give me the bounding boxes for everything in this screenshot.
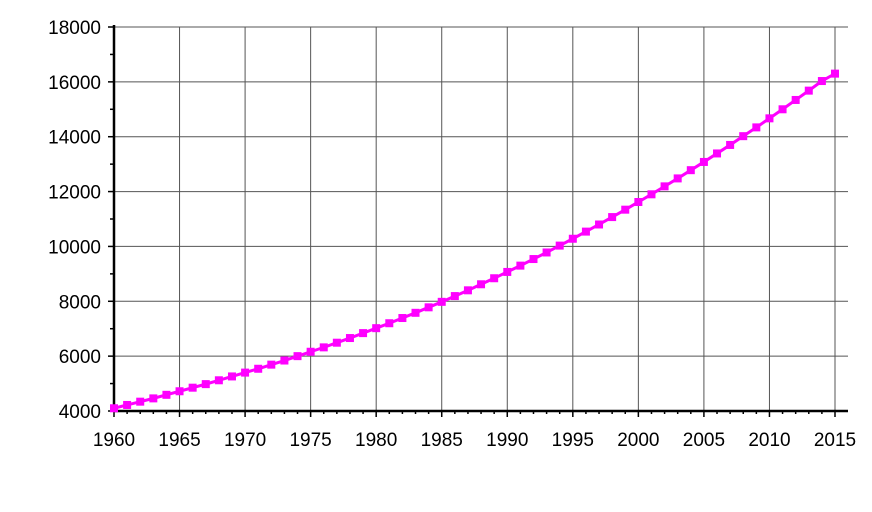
data-point-marker [817, 77, 826, 86]
x-tick-label: 1980 [355, 430, 397, 451]
data-point-marker [503, 267, 512, 276]
data-point-marker [804, 86, 813, 95]
x-tick-label: 1960 [93, 430, 135, 451]
data-point-marker [293, 352, 302, 361]
data-point-marker [765, 114, 774, 123]
data-point-marker [490, 274, 499, 283]
data-point-marker [214, 376, 223, 385]
x-axis-tick-labels: 1960 1965 1970 1975 1980 1985 1990 1995 2000 2005… [93, 430, 856, 451]
data-point-marker [713, 149, 722, 158]
data-point-marker [188, 383, 197, 392]
data-point-marker [162, 390, 171, 399]
data-point-marker [450, 292, 459, 301]
x-tick-label: 1985 [421, 430, 463, 451]
chart-axes [112, 25, 848, 413]
data-point-marker [345, 334, 354, 343]
series-line [113, 72, 836, 410]
data-point-marker [437, 297, 446, 306]
data-point-marker [778, 105, 787, 114]
y-tick-label: 4000 [59, 402, 101, 423]
x-tick-label: 2000 [617, 430, 659, 451]
data-point-marker [241, 368, 250, 377]
x-tick-label: 2015 [814, 430, 856, 451]
y-axis-tick-labels: 4000 6000 8000 10000 12000 14000 16000 18000 [48, 18, 101, 423]
data-point-marker [752, 123, 761, 132]
x-tick-label: 1975 [289, 430, 331, 451]
data-point-marker [831, 69, 839, 78]
y-tick-label: 12000 [48, 183, 101, 204]
data-point-marker [791, 95, 800, 104]
data-point-marker [595, 220, 604, 229]
x-tick-label: 1970 [224, 430, 266, 451]
y-tick-label: 16000 [48, 73, 101, 94]
chart-grid [113, 26, 848, 412]
data-point-marker [372, 324, 381, 333]
data-point-marker [110, 404, 118, 413]
y-tick-label: 14000 [48, 128, 101, 149]
x-tick-label: 2010 [748, 430, 790, 451]
data-point-marker [581, 227, 590, 236]
y-tick-label: 6000 [59, 347, 101, 368]
data-point-marker [568, 234, 577, 243]
x-tick-label: 1990 [486, 430, 528, 451]
data-point-marker [306, 347, 315, 356]
data-point-marker [319, 343, 328, 352]
y-tick-label: 10000 [48, 237, 101, 258]
data-point-marker [175, 387, 184, 396]
data-point-marker [673, 174, 682, 183]
data-point-marker [608, 213, 617, 222]
data-point-marker [647, 190, 656, 199]
chart-series [110, 69, 839, 413]
data-point-marker [686, 166, 695, 175]
data-point-marker [123, 400, 132, 409]
x-tick-label: 2005 [683, 430, 725, 451]
data-point-marker [411, 308, 420, 317]
data-point-marker [385, 319, 394, 328]
y-tick-label: 18000 [48, 18, 101, 39]
data-point-marker [699, 157, 708, 166]
y-tick-label: 8000 [59, 292, 101, 313]
data-point-marker [726, 140, 735, 149]
data-point-marker [477, 280, 486, 289]
data-point-marker [463, 286, 472, 295]
data-point-marker [359, 329, 368, 338]
data-point-marker [542, 248, 551, 257]
data-point-marker [201, 380, 210, 389]
data-point-marker [660, 182, 669, 191]
data-point-marker [332, 338, 341, 347]
data-point-marker [227, 372, 236, 381]
data-point-marker [149, 394, 158, 403]
data-point-marker [529, 255, 538, 264]
data-point-marker [634, 197, 643, 206]
data-point-marker [555, 241, 564, 250]
data-point-marker [280, 356, 289, 365]
data-point-marker [739, 132, 748, 141]
x-tick-label: 1965 [158, 430, 200, 451]
data-point-marker [424, 303, 433, 312]
chart-ticks [108, 26, 836, 417]
data-point-marker [398, 314, 407, 323]
data-point-marker [621, 205, 630, 214]
x-tick-label: 1995 [552, 430, 594, 451]
data-point-marker [516, 261, 525, 270]
data-point-marker [254, 364, 263, 373]
data-point-marker [136, 397, 145, 406]
data-point-marker [267, 360, 276, 369]
